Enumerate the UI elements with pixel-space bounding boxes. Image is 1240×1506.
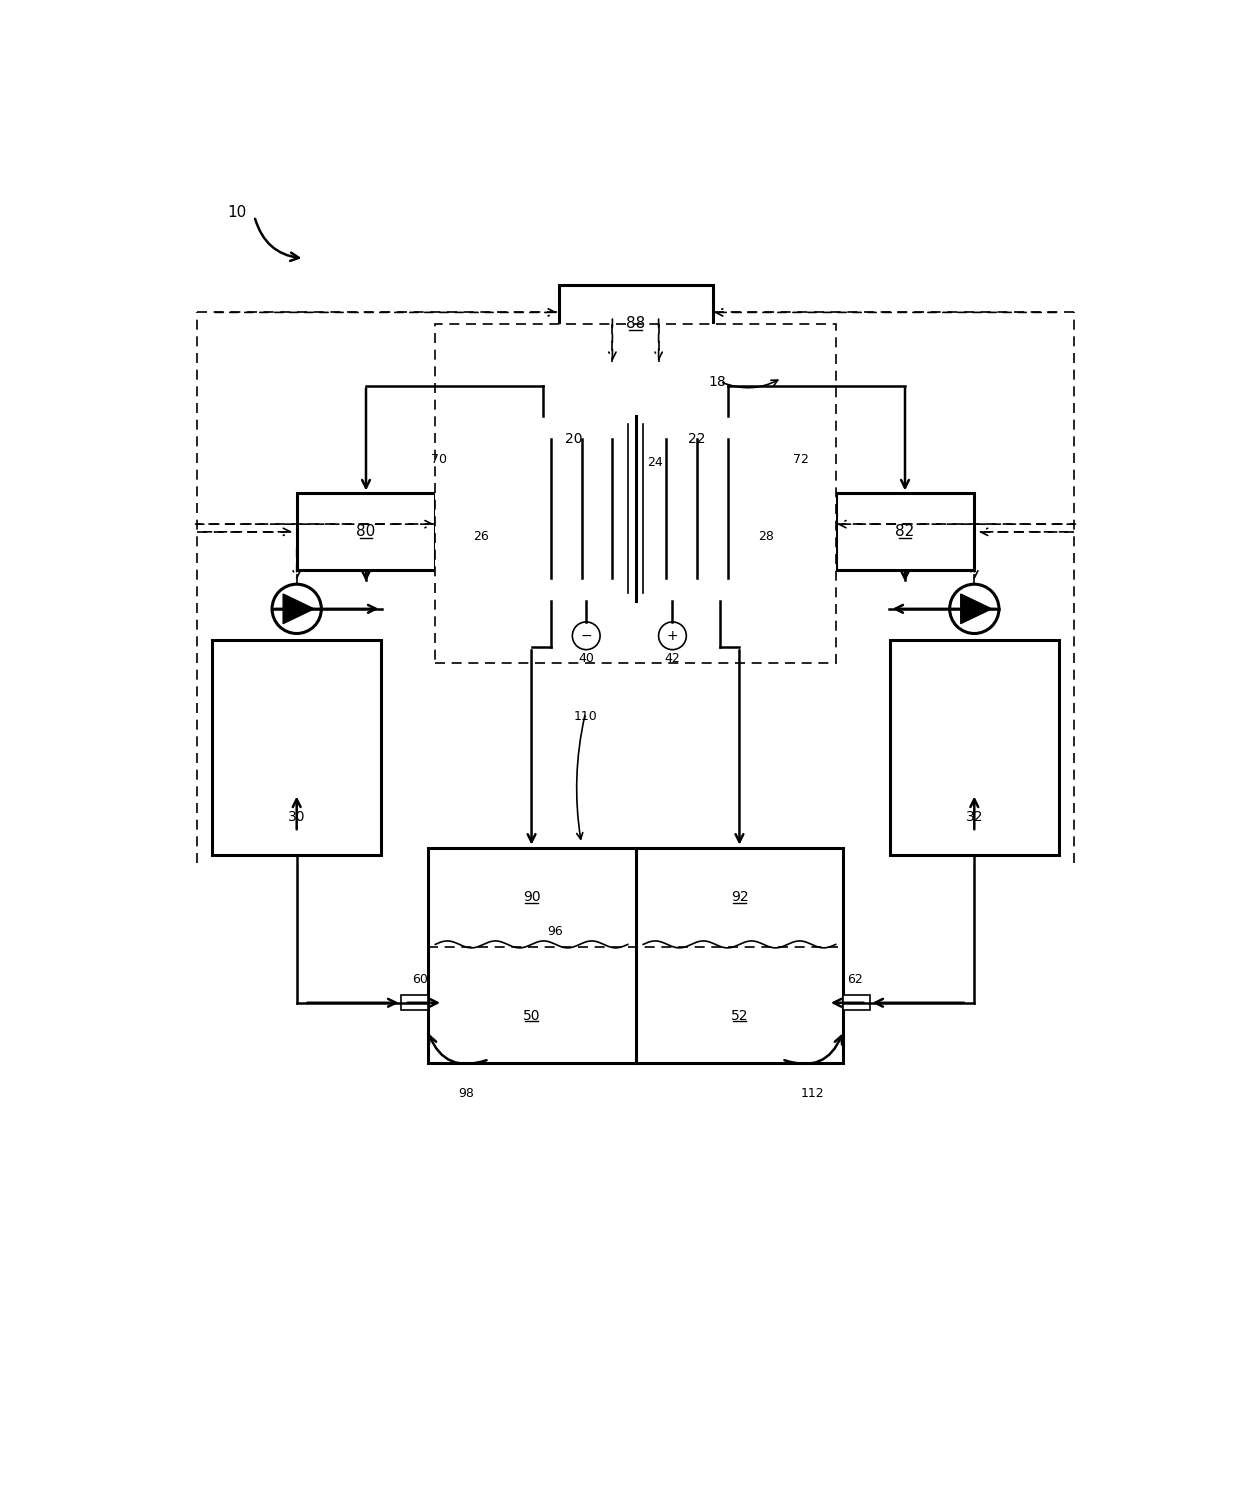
Bar (512, 416, 759, 601)
Text: 60: 60 (412, 973, 428, 986)
Text: −: − (580, 630, 591, 643)
Bar (212, 640, 382, 855)
Text: 20: 20 (565, 432, 583, 446)
Bar (472, 467, 491, 506)
Text: 42: 42 (665, 652, 681, 666)
Polygon shape (283, 593, 314, 623)
Text: 24: 24 (647, 456, 662, 468)
Text: 98: 98 (458, 1087, 474, 1101)
Text: 92: 92 (730, 890, 748, 904)
Bar (843, 995, 870, 1011)
Bar (435, 324, 836, 663)
Text: 110: 110 (574, 711, 598, 723)
Text: 112: 112 (801, 1087, 825, 1101)
Text: 70: 70 (432, 453, 448, 467)
Text: 50: 50 (523, 1009, 541, 1023)
Text: 18: 18 (708, 375, 727, 389)
Polygon shape (961, 593, 992, 623)
Text: 26: 26 (474, 530, 490, 544)
Text: 90: 90 (523, 890, 541, 904)
Text: 96: 96 (548, 925, 563, 938)
Text: 22: 22 (688, 432, 706, 446)
Bar (780, 467, 799, 506)
Text: 28: 28 (759, 530, 774, 544)
Text: 52: 52 (730, 1009, 748, 1023)
Bar (836, 494, 975, 571)
Text: 80: 80 (356, 524, 376, 539)
Text: 40: 40 (578, 652, 594, 666)
Text: 72: 72 (794, 453, 808, 467)
Bar (401, 995, 428, 1011)
Text: +: + (667, 630, 678, 643)
Text: 88: 88 (626, 316, 645, 331)
Text: 10: 10 (227, 205, 247, 220)
Text: 82: 82 (895, 524, 915, 539)
Bar (428, 848, 843, 1063)
Bar (558, 286, 713, 363)
Text: 32: 32 (966, 810, 983, 824)
Text: 30: 30 (288, 810, 305, 824)
Bar (481, 386, 790, 633)
Bar (296, 494, 435, 571)
Bar (889, 640, 1059, 855)
Text: 62: 62 (847, 973, 863, 986)
